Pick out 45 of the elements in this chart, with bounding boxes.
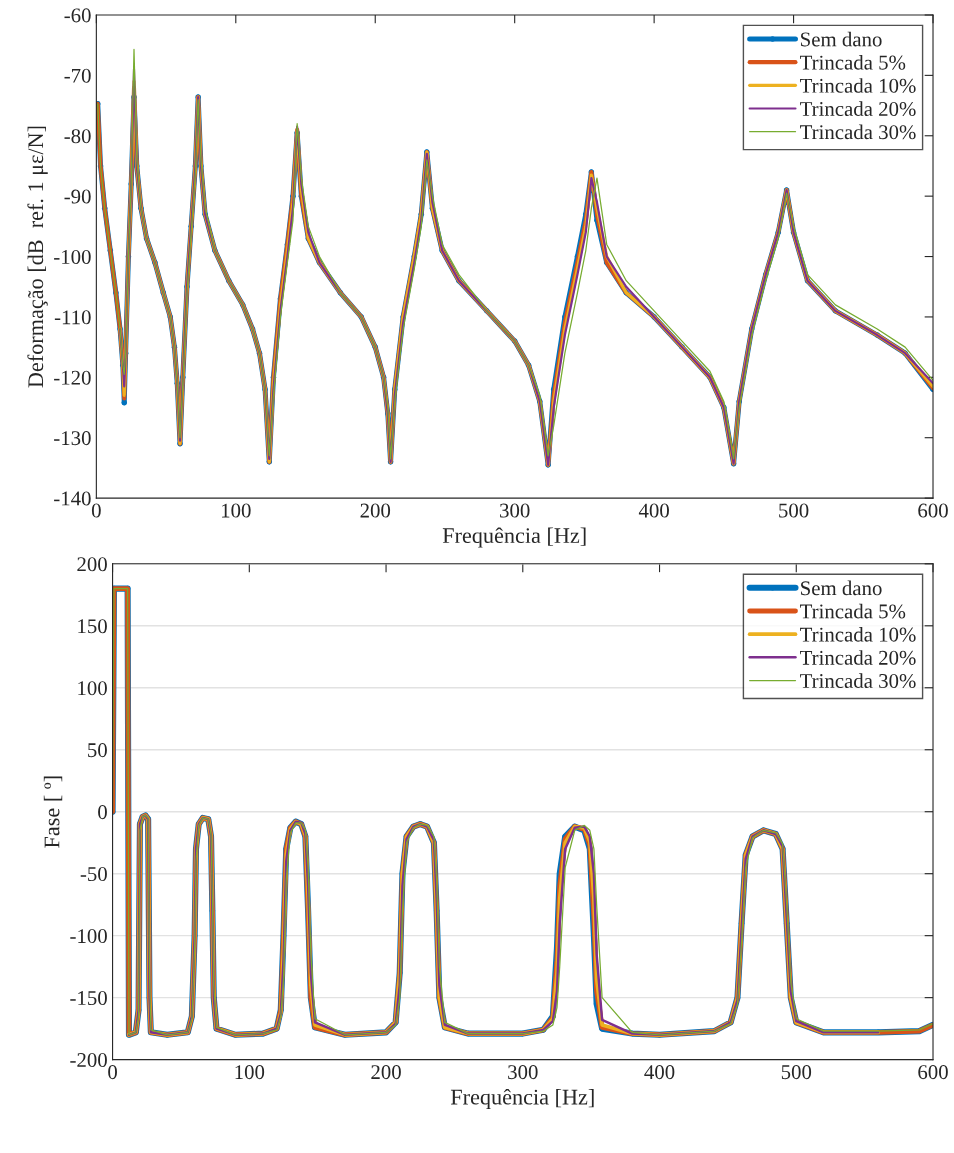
legend-label: Trincada 30% (800, 673, 916, 689)
x-tick-label: 400 (638, 503, 669, 518)
y-axis-title: Deformação [dB ref. 1 με/N] (27, 126, 48, 388)
y-tick-label: -80 (64, 129, 91, 144)
x-tick-label: 600 (918, 503, 948, 518)
y-tick-label: -140 (54, 491, 91, 506)
legend-label: Trincada 20% (800, 101, 916, 117)
legend-label: Trincada 5% (800, 603, 906, 619)
x-tick-label: 0 (108, 1065, 117, 1080)
y-tick-label: -120 (54, 370, 91, 385)
y-tick-label: -100 (54, 249, 91, 264)
x-tick-label: 500 (781, 1065, 812, 1080)
y-tick-label: -130 (54, 431, 91, 446)
y-tick-label: -70 (64, 68, 91, 83)
x-tick-label: 200 (371, 1065, 401, 1080)
y-tick-label: -150 (70, 991, 107, 1006)
y-tick-label: -50 (80, 867, 107, 882)
x-tick-label: 500 (779, 503, 809, 518)
legend-label: Sem dano (801, 31, 882, 47)
y-tick-label: -200 (70, 1052, 107, 1068)
legend-label: Sem dano (801, 580, 882, 596)
y-tick-label: 50 (88, 743, 107, 758)
y-axis-title: Fase [ º] (43, 776, 63, 848)
x-tick-label: 300 (508, 1065, 538, 1080)
y-tick-label: 200 (77, 557, 107, 572)
legend-label: Trincada 20% (800, 650, 916, 665)
x-axis-title: Frequência [Hz] (450, 1088, 594, 1110)
legend-label: Trincada 10% (800, 78, 916, 93)
x-tick-label: 400 (644, 1065, 675, 1080)
y-tick-label: -110 (54, 310, 91, 325)
legend-label: Trincada 5% (800, 54, 906, 70)
y-tick-label: 0 (98, 805, 107, 820)
legend-label: Trincada 10% (800, 626, 916, 642)
y-tick-label: 100 (78, 681, 107, 696)
x-tick-label: 300 (500, 503, 530, 518)
x-tick-label: 200 (360, 503, 391, 518)
y-tick-label: -90 (64, 189, 91, 204)
y-tick-label: -60 (64, 8, 91, 23)
y-tick-label: -100 (70, 929, 107, 944)
legend-label: Trincada 30% (800, 124, 916, 140)
x-axis-title: Frequência [Hz] (442, 527, 586, 548)
x-tick-label: 100 (222, 503, 251, 518)
x-tick-label: 100 (235, 1065, 265, 1080)
y-tick-label: 150 (78, 619, 107, 634)
x-tick-label: 600 (918, 1065, 948, 1080)
